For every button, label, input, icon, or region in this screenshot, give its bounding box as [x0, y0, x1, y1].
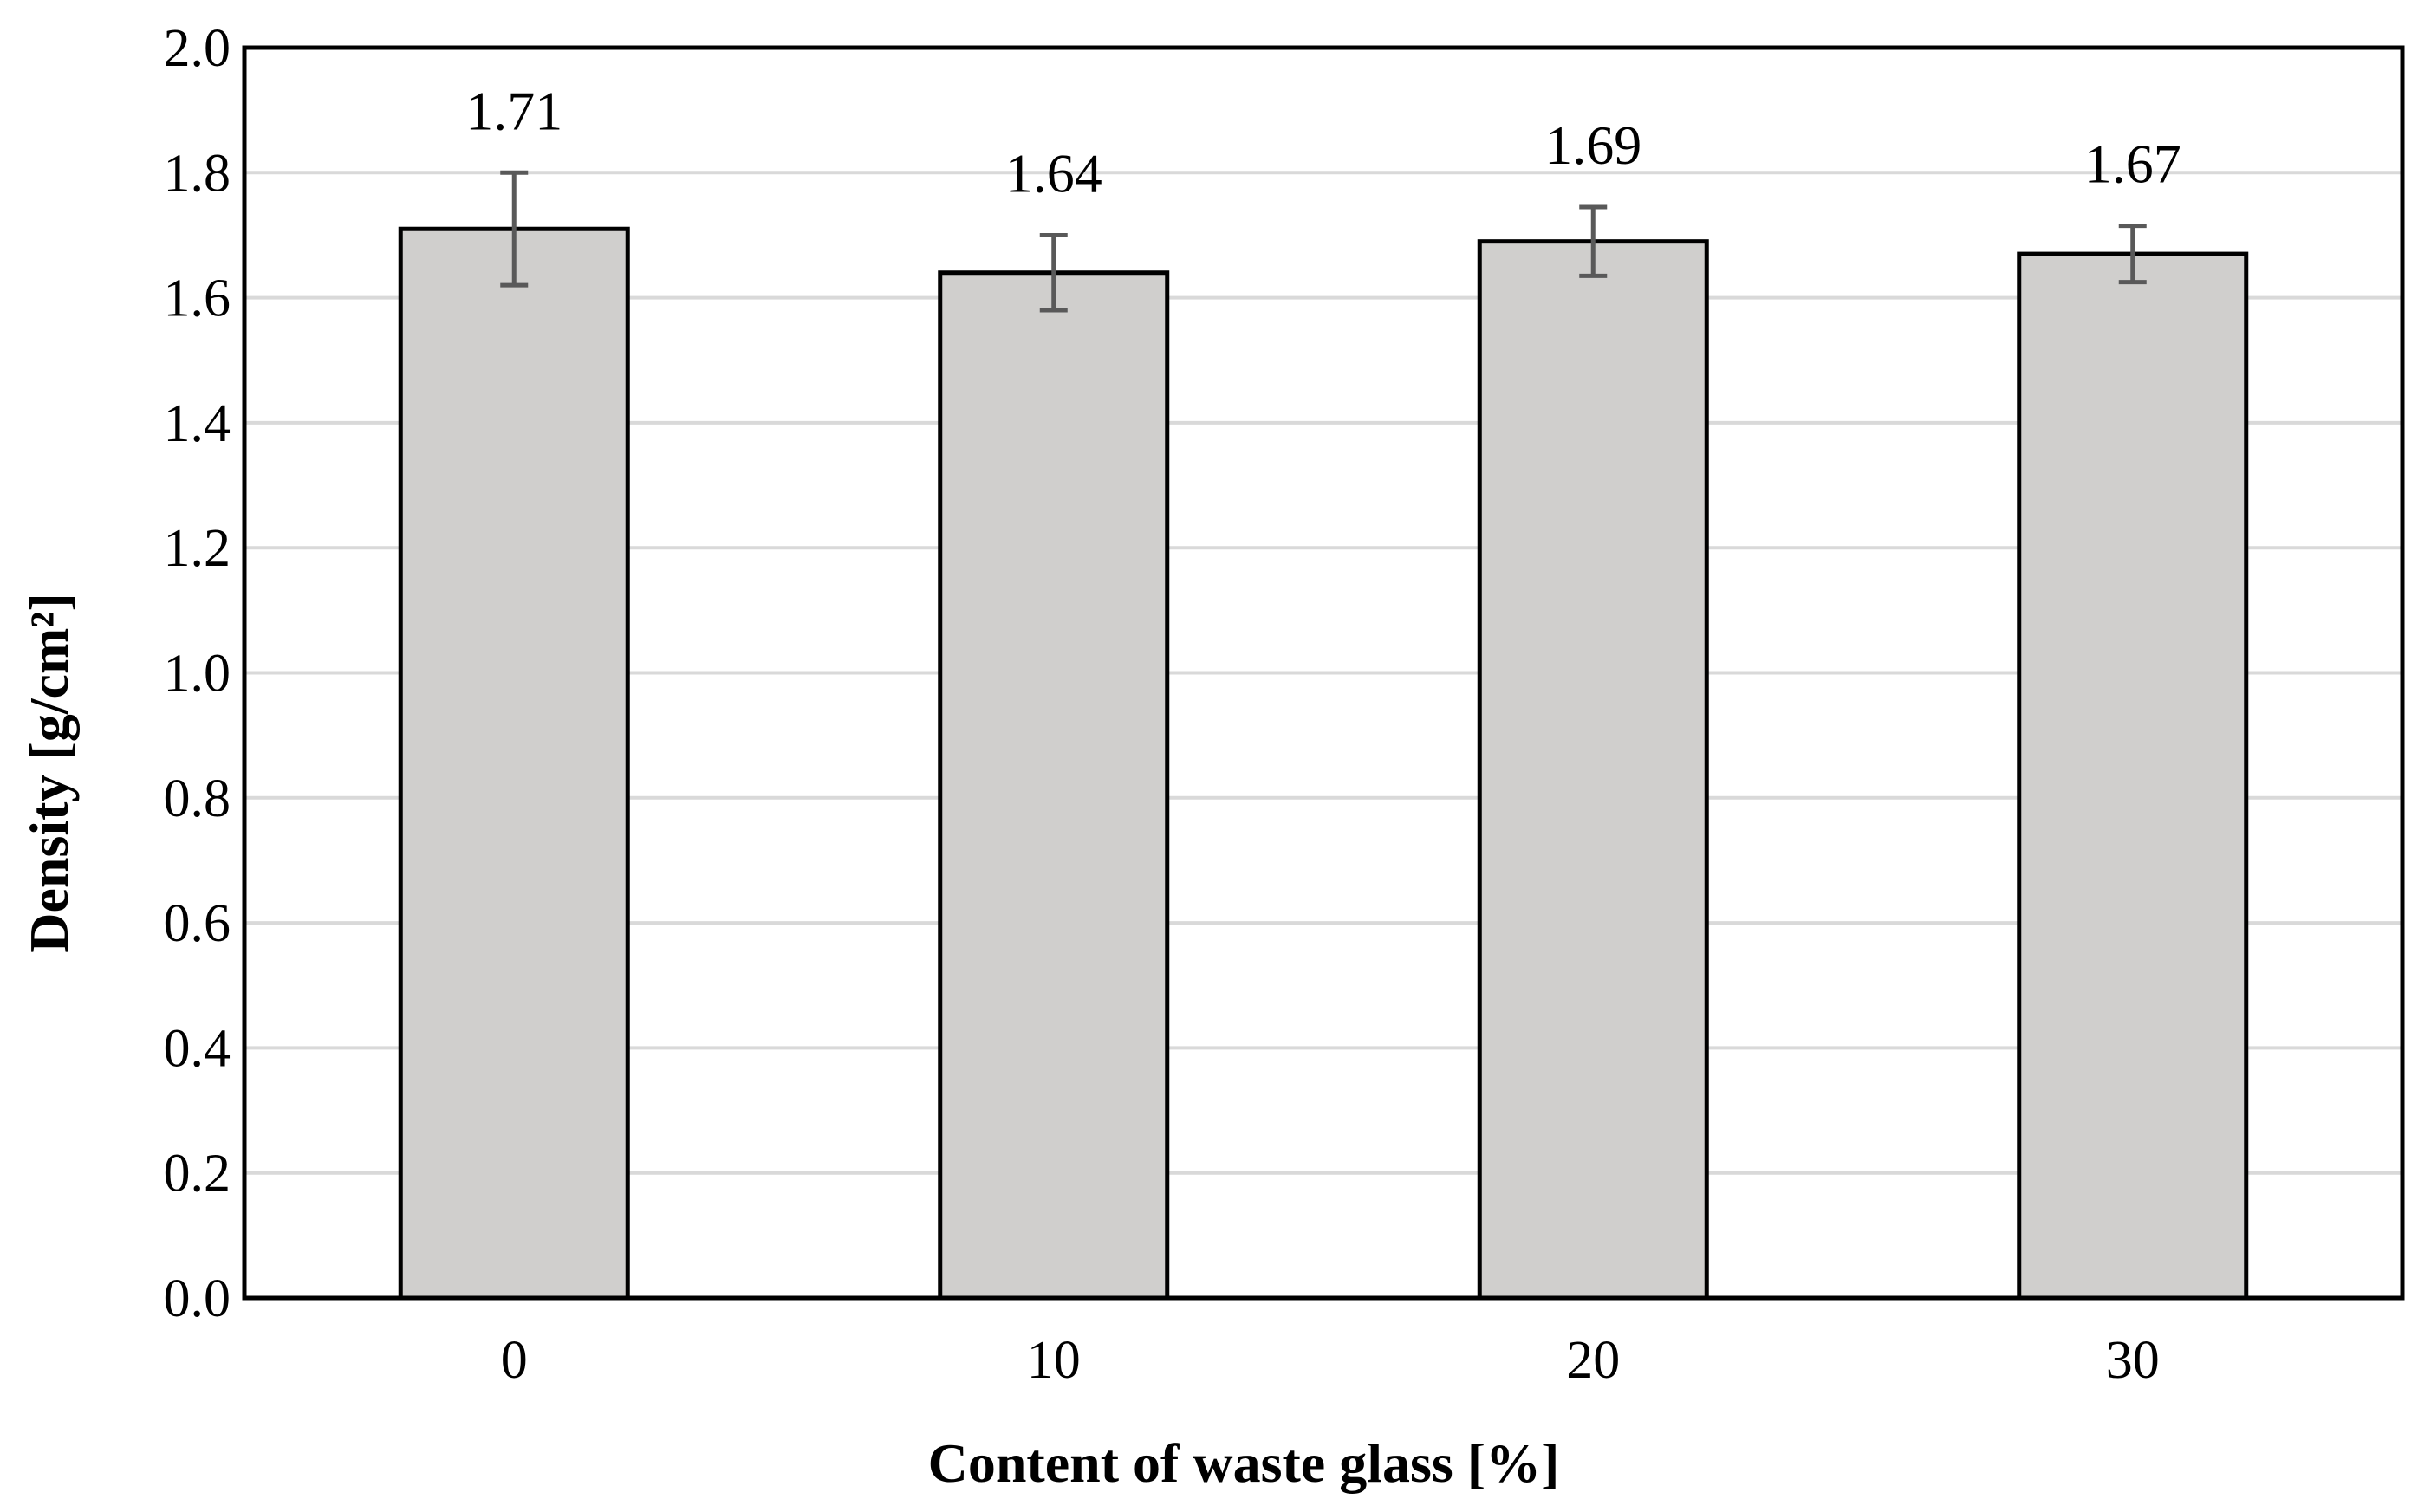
y-tick-label: 1.2: [164, 519, 231, 578]
bar: [2017, 251, 2249, 1301]
data-label: 1.71: [465, 80, 562, 141]
x-tick-label: 30: [2106, 1331, 2160, 1390]
y-tick-label: 0.0: [164, 1269, 231, 1328]
plot-area-border: [242, 45, 2405, 1301]
y-tick-label: 1.4: [164, 394, 231, 453]
plot-frame: [242, 45, 2405, 1301]
y-tick-label: 1.6: [164, 269, 231, 328]
y-tick-label: 1.0: [164, 645, 231, 704]
y-tick-label: 0.2: [164, 1145, 231, 1204]
bar: [398, 226, 630, 1301]
y-axis-title: Density [g/cm²]: [18, 593, 80, 953]
data-label: 1.69: [1544, 114, 1641, 176]
x-tick-label: 10: [1027, 1331, 1081, 1390]
bars: [398, 226, 2249, 1301]
x-tick-label: 20: [1566, 1331, 1620, 1390]
bar: [938, 270, 1170, 1301]
y-tick-label: 0.6: [164, 894, 231, 953]
data-label: 1.64: [1005, 142, 1102, 204]
y-tick-label: 1.8: [164, 144, 231, 203]
x-tick-labels: 0 10 20 30: [501, 1331, 2160, 1390]
y-tick-label: 0.4: [164, 1019, 231, 1078]
y-tick-labels: 0.0 0.2 0.4 0.6 0.8 1.0 1.2 1.4 1.6 1.8 2.0: [164, 19, 231, 1328]
x-tick-label: 0: [501, 1331, 528, 1390]
y-tick-label: 2.0: [164, 19, 231, 78]
x-axis-title: Content of waste glass [%]: [928, 1432, 1560, 1494]
data-labels: 1.71 1.64 1.69 1.67: [465, 80, 2181, 204]
bar: [1477, 239, 1709, 1301]
error-bars: [500, 170, 2147, 313]
data-label: 1.67: [2084, 133, 2181, 195]
y-tick-label: 0.8: [164, 769, 231, 828]
